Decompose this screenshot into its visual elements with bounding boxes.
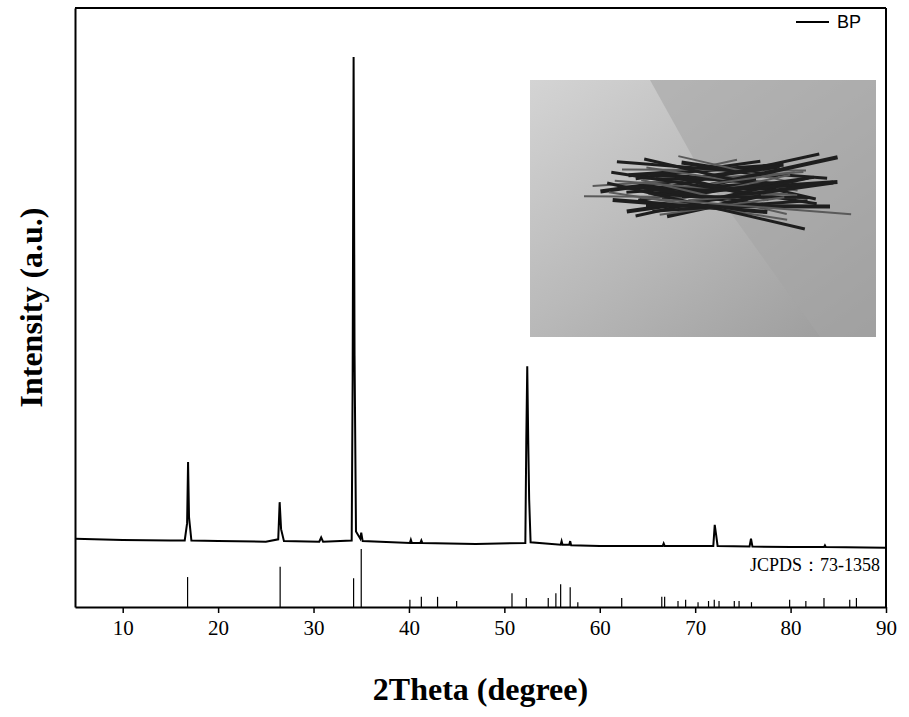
x-tick: 90: [876, 607, 897, 640]
photo-needle: [627, 183, 833, 212]
reference-stick: [409, 600, 410, 607]
y-axis-line: [75, 9, 77, 608]
x-tick: 40: [399, 607, 420, 640]
x-tick-label: 60: [590, 616, 611, 640]
legend: BP: [796, 12, 861, 32]
legend-swatch: [796, 21, 829, 23]
reference-stick: [280, 567, 281, 607]
reference-stick: [677, 601, 678, 607]
x-tick-label: 90: [876, 616, 897, 640]
x-axis-line: [76, 607, 887, 609]
x-tick: 80: [781, 607, 802, 640]
reference-stick: [751, 602, 752, 607]
reference-stick: [718, 601, 719, 607]
photo-needle: [641, 198, 851, 214]
reference-stick: [361, 549, 362, 607]
y-axis-title: Intensity (a.u.): [13, 207, 49, 407]
y-axis: [75, 9, 76, 608]
reference-stick: [570, 587, 571, 607]
x-tick: 30: [304, 607, 325, 640]
x-tick-label: 50: [494, 616, 515, 640]
reference-stick: [805, 601, 806, 607]
data-line: [75, 57, 886, 548]
reference-stick: [456, 601, 457, 607]
plot-area: [75, 57, 886, 607]
x-tick-mark: [122, 607, 124, 613]
chart: 10 20 30 40 50 60 70 80 90 2Theta (degree) Intensi…: [0, 0, 909, 717]
reference-stick: [849, 600, 850, 607]
reference-stick: [548, 598, 549, 607]
reference-stick: [823, 598, 824, 607]
reference-stick: [714, 600, 715, 607]
reference-stick: [511, 593, 512, 607]
reference-stick: [560, 584, 561, 607]
reference-stick: [621, 598, 622, 607]
x-tick-mark: [886, 607, 888, 613]
x-tick-label: 40: [399, 616, 420, 640]
x-axis-title: 2Theta (degree): [373, 671, 588, 707]
legend-label: BP: [837, 12, 861, 32]
x-tick: 60: [590, 607, 611, 640]
x-tick-mark: [313, 607, 315, 613]
frame-right: [885, 8, 887, 607]
reference-stick: [526, 598, 527, 607]
reference-stick: [187, 577, 188, 607]
x-tick-label: 20: [208, 616, 229, 640]
x-tick-mark: [695, 607, 697, 613]
x-tick-mark: [218, 607, 220, 613]
x-axis: 10 20 30 40 50 60 70 80 90: [76, 607, 898, 640]
reference-label: JCPDS：73-1358: [750, 555, 880, 575]
reference-stick: [697, 602, 698, 607]
x-tick: 20: [208, 607, 229, 640]
reference-stick: [437, 597, 438, 607]
x-tick: 10: [113, 607, 134, 640]
reference-stick: [664, 597, 665, 607]
reference-stick: [856, 598, 857, 607]
x-tick-mark: [790, 607, 792, 613]
reference-stick: [661, 597, 662, 607]
x-tick-label: 80: [781, 616, 802, 640]
reference-stick: [708, 601, 709, 607]
x-tick-mark: [504, 607, 506, 613]
frame-top: [75, 7, 886, 9]
reference-stick: [577, 602, 578, 607]
x-tick-label: 30: [304, 616, 325, 640]
x-tick: 50: [494, 607, 515, 640]
inset-photo: [530, 80, 876, 337]
x-tick-label: 10: [113, 616, 134, 640]
reference-stick: [555, 593, 556, 607]
x-tick: 70: [685, 607, 706, 640]
x-tick-mark: [409, 607, 411, 613]
reference-stick: [353, 578, 354, 607]
x-tick-label: 70: [685, 616, 706, 640]
reference-stick: [421, 597, 422, 607]
reference-stick: [685, 600, 686, 607]
reference-stick: [738, 601, 739, 607]
reference-stick: [734, 601, 735, 607]
reference-stick: [789, 600, 790, 607]
x-tick-mark: [600, 607, 602, 613]
photo-ground: [530, 80, 876, 337]
